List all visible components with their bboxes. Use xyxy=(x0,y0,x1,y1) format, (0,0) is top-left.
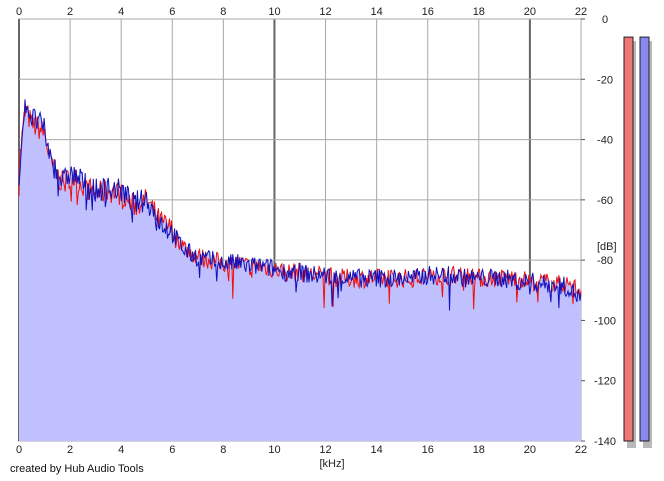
y-tick-label: -140 xyxy=(594,436,616,448)
y-tick-label: -20 xyxy=(597,74,613,86)
x-tick-label-bottom: 8 xyxy=(220,444,226,456)
x-tick-label-bottom: 16 xyxy=(422,444,434,456)
x-tick-label-top: 2 xyxy=(67,6,73,18)
x-tick-label-top: 16 xyxy=(422,6,434,18)
level-meters xyxy=(623,36,652,448)
x-tick-label-bottom: 0 xyxy=(16,444,22,456)
x-axis-label: [kHz] xyxy=(319,458,344,470)
y-tick-label: -80 xyxy=(597,255,613,267)
x-tick-label-top: 14 xyxy=(371,6,383,18)
y-axis-label: [dB] xyxy=(597,241,617,253)
x-tick-label-top: 12 xyxy=(319,6,331,18)
x-tick-label-top: 8 xyxy=(220,6,226,18)
x-tick-label-top: 22 xyxy=(575,6,587,18)
y-tick-label: 0 xyxy=(602,14,608,26)
x-tick-label-top: 18 xyxy=(473,6,485,18)
y-tick-label: -60 xyxy=(597,195,613,207)
x-tick-label-top: 20 xyxy=(524,6,536,18)
x-tick-label-bottom: 2 xyxy=(67,444,73,456)
level-meter-1 xyxy=(623,36,634,442)
x-tick-label-top: 4 xyxy=(118,6,124,18)
x-tick-label-bottom: 20 xyxy=(524,444,536,456)
x-tick-label-bottom: 10 xyxy=(268,444,280,456)
credit-text: created by Hub Audio Tools xyxy=(10,463,144,475)
x-tick-label-bottom: 12 xyxy=(319,444,331,456)
spectrum-lines xyxy=(18,99,582,311)
level-meter-2 xyxy=(639,36,650,442)
y-tick-label: -40 xyxy=(597,135,613,147)
x-tick-label-bottom: 18 xyxy=(473,444,485,456)
series-line-2 xyxy=(18,99,582,311)
y-tick-label: -100 xyxy=(594,315,616,327)
x-tick-label-top: 6 xyxy=(169,6,175,18)
y-axis-ticks: 0 -20 -40 -60 -80 -100 -120 -140 xyxy=(581,14,616,448)
x-tick-label-top: 0 xyxy=(16,6,22,18)
x-tick-label-bottom: 4 xyxy=(118,444,124,456)
y-tick-label: -120 xyxy=(594,376,616,388)
x-tick-label-bottom: 6 xyxy=(169,444,175,456)
x-tick-label-bottom: 22 xyxy=(575,444,587,456)
x-tick-label-bottom: 14 xyxy=(371,444,383,456)
x-tick-label-top: 10 xyxy=(268,6,280,18)
